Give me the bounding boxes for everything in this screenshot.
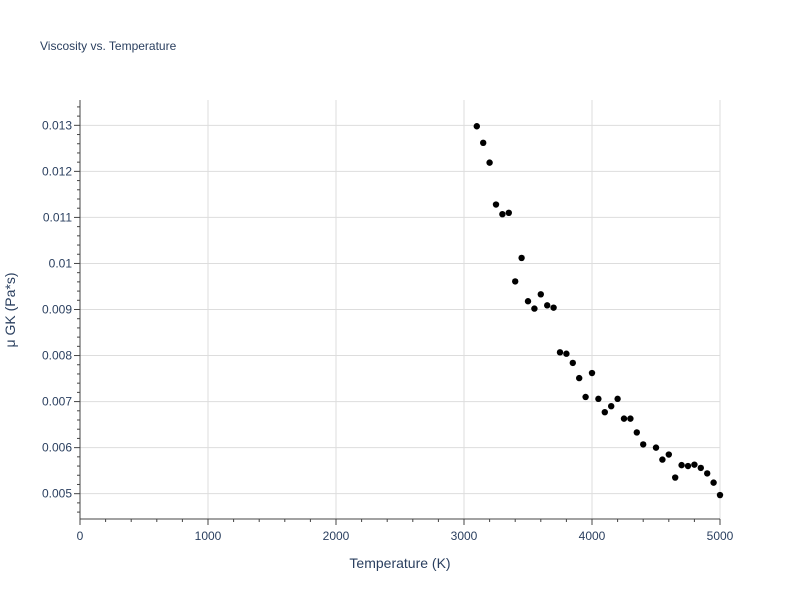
y-tick-label: 0.005 bbox=[42, 487, 72, 501]
data-point bbox=[563, 350, 570, 357]
chart-title: Viscosity vs. Temperature bbox=[40, 39, 177, 53]
data-points bbox=[473, 123, 724, 499]
data-point bbox=[582, 393, 589, 401]
data-point bbox=[499, 210, 506, 218]
data-point bbox=[595, 395, 602, 403]
axes bbox=[74, 100, 721, 525]
y-tick-label: 0.01 bbox=[49, 256, 73, 270]
grid-lines bbox=[80, 100, 721, 519]
x-tick-label: 2000 bbox=[323, 529, 350, 543]
x-tick-label: 3000 bbox=[451, 529, 478, 543]
data-point bbox=[531, 305, 538, 312]
data-point bbox=[627, 415, 634, 422]
y-tick-label: 0.006 bbox=[42, 441, 72, 455]
data-point bbox=[697, 464, 704, 472]
data-point bbox=[544, 302, 551, 309]
y-tick-label: 0.009 bbox=[42, 303, 72, 317]
data-point bbox=[691, 461, 698, 468]
data-point bbox=[588, 369, 596, 377]
data-point bbox=[659, 456, 666, 463]
y-tick-label: 0.013 bbox=[42, 118, 72, 132]
data-point bbox=[614, 395, 621, 403]
x-tick-label: 1000 bbox=[195, 529, 222, 543]
x-tick-label: 0 bbox=[77, 529, 84, 543]
data-point bbox=[601, 408, 608, 416]
data-point bbox=[550, 304, 557, 311]
data-point bbox=[716, 491, 724, 499]
data-point bbox=[678, 461, 685, 469]
data-point bbox=[492, 201, 500, 208]
data-point bbox=[480, 139, 487, 147]
x-tick-label: 5000 bbox=[707, 529, 734, 543]
data-point bbox=[684, 462, 692, 470]
data-point bbox=[486, 159, 493, 166]
y-tick-label: 0.008 bbox=[42, 349, 72, 363]
data-point bbox=[620, 415, 628, 422]
data-point bbox=[512, 278, 519, 285]
data-point bbox=[704, 470, 711, 477]
tick-labels: 0 1000 2000 3000 4000 5000 0.005 0.006 0.007 0.00… bbox=[42, 118, 734, 543]
data-point bbox=[505, 209, 512, 217]
data-point bbox=[608, 402, 615, 410]
data-point bbox=[633, 429, 640, 436]
y-tick-label: 0.007 bbox=[42, 395, 72, 409]
data-point bbox=[537, 291, 544, 298]
data-point bbox=[710, 479, 717, 486]
y-tick-label: 0.011 bbox=[43, 210, 72, 224]
data-point bbox=[518, 254, 525, 262]
data-point bbox=[556, 349, 564, 356]
x-axis-label: Temperature (K) bbox=[349, 555, 450, 571]
data-point bbox=[672, 474, 679, 481]
y-tick-label: 0.012 bbox=[42, 164, 72, 178]
data-point bbox=[576, 374, 583, 382]
data-point bbox=[524, 298, 532, 305]
data-point bbox=[665, 451, 672, 458]
data-point bbox=[569, 359, 576, 367]
y-axis-label: μ GK (Pa*s) bbox=[2, 273, 18, 348]
x-tick-label: 4000 bbox=[579, 529, 606, 543]
data-point bbox=[473, 123, 480, 130]
data-point bbox=[640, 441, 647, 448]
data-point bbox=[652, 444, 660, 451]
